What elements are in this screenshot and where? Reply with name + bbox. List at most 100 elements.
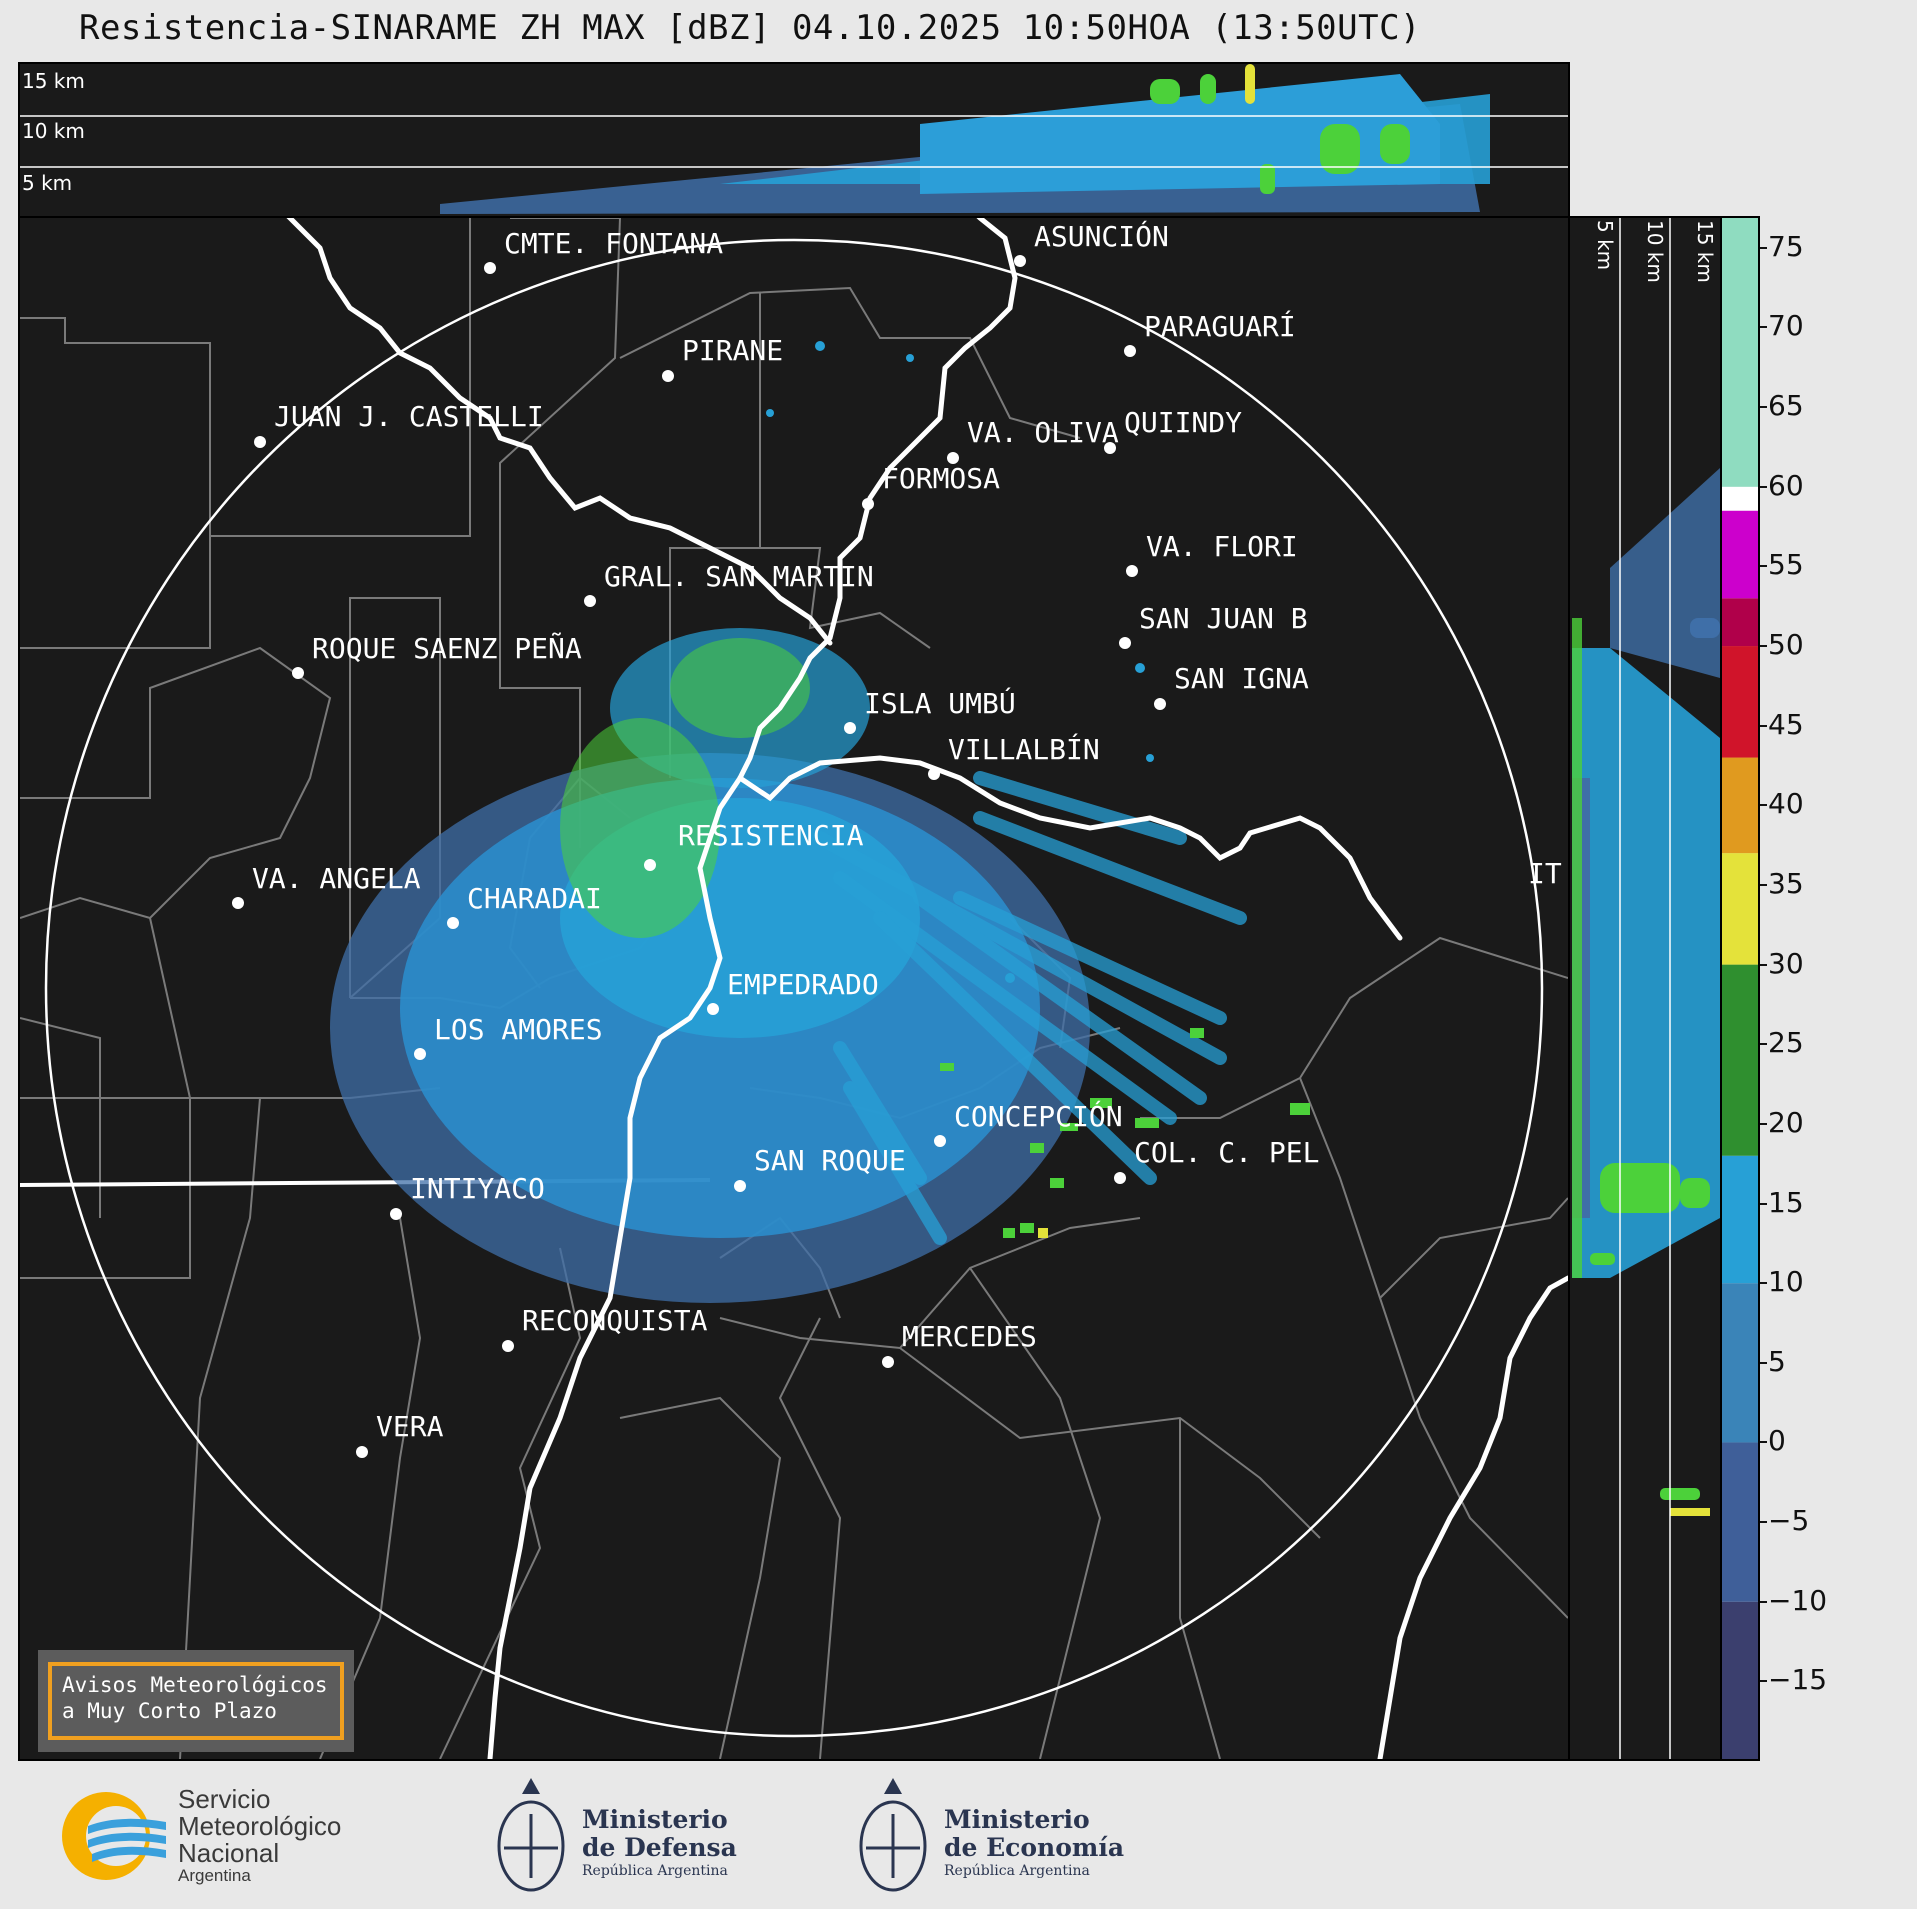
side-height-label-15: 15 km bbox=[1693, 220, 1717, 283]
city-pirane: PIRANE bbox=[662, 334, 783, 382]
colorbar-tick-mark bbox=[1760, 1122, 1767, 1125]
smn-text-4: Argentina bbox=[178, 1866, 251, 1885]
side-height-label-10: 10 km bbox=[1643, 220, 1667, 283]
smn-text-3: Nacional bbox=[178, 1838, 280, 1868]
colorbar-tick-mark bbox=[1760, 1361, 1767, 1364]
city-los-amores: LOS AMORES bbox=[414, 1013, 603, 1060]
colorbar-tick-mark bbox=[1760, 883, 1767, 886]
svg-text:SAN JUAN B: SAN JUAN B bbox=[1139, 602, 1308, 635]
colorbar-tick-label: −15 bbox=[1768, 1663, 1828, 1697]
svg-text:GRAL. SAN MARTIN: GRAL. SAN MARTIN bbox=[604, 560, 874, 593]
svg-text:ASUNCIÓN: ASUNCIÓN bbox=[1034, 219, 1169, 253]
notice-line-1: Avisos Meteorológicos bbox=[62, 1673, 328, 1697]
city-san-roque: SAN ROQUE bbox=[734, 1144, 906, 1192]
svg-text:VA. ANGELA: VA. ANGELA bbox=[252, 862, 421, 895]
economia-text-2: de Economía bbox=[944, 1833, 1125, 1862]
page-title: Resistencia-SINARAME ZH MAX [dBZ] 04.10.… bbox=[78, 8, 1422, 48]
colorbar bbox=[1720, 216, 1760, 1761]
city-san-juan-b: SAN JUAN B bbox=[1119, 602, 1308, 649]
defensa-text-3: República Argentina bbox=[582, 1863, 728, 1879]
svg-text:JUAN J. CASTELLI: JUAN J. CASTELLI bbox=[274, 400, 544, 433]
colorbar-tick-mark bbox=[1760, 1441, 1767, 1444]
colorbar-tick-mark bbox=[1760, 1282, 1767, 1285]
colorbar-tick-label: 45 bbox=[1768, 707, 1804, 741]
city-cmte-fontana: CMTE. FONTANA bbox=[484, 227, 723, 274]
svg-text:COL. C. PEL: COL. C. PEL bbox=[1134, 1136, 1319, 1169]
colorbar-band-1 bbox=[1720, 1442, 1760, 1602]
city-juan-j-castelli: JUAN J. CASTELLI bbox=[254, 400, 544, 448]
coat-of-arms-icon bbox=[859, 1778, 927, 1892]
colorbar-band-8 bbox=[1720, 598, 1760, 647]
top-echoes bbox=[440, 64, 1490, 214]
city-va-florida: VA. FLORI bbox=[1126, 530, 1298, 577]
city-empedrado: EMPEDRADO bbox=[707, 968, 879, 1015]
city-paraguari: PARAGUARÍ bbox=[1124, 309, 1296, 357]
colorbar-tick-mark bbox=[1760, 326, 1767, 329]
colorbar-band-3 bbox=[1720, 1155, 1760, 1284]
side-echoes bbox=[1572, 468, 1720, 1516]
colorbar-tick-mark bbox=[1760, 1680, 1767, 1683]
colorbar-tick-label: 40 bbox=[1768, 787, 1804, 821]
top-height-label-15: 15 km bbox=[22, 69, 85, 93]
defensa-text-2: de Defensa bbox=[582, 1833, 737, 1862]
side-height-profile: 5 km 10 km 15 km bbox=[1568, 216, 1722, 1761]
svg-text:INTIYACO: INTIYACO bbox=[410, 1172, 545, 1205]
colorbar-tick-label: 30 bbox=[1768, 946, 1804, 980]
city-vera: VERA bbox=[356, 1410, 444, 1458]
economia-text-3: República Argentina bbox=[944, 1863, 1090, 1879]
city-san-ignacio: SAN IGNA bbox=[1154, 662, 1309, 710]
colorbar-band-9 bbox=[1720, 510, 1760, 599]
svg-text:ROQUE SAENZ PEÑA: ROQUE SAENZ PEÑA bbox=[312, 631, 582, 665]
colorbar-tick-label: 10 bbox=[1768, 1265, 1804, 1299]
colorbar-tick-label: 0 bbox=[1768, 1424, 1786, 1458]
smn-text-2: Meteorológico bbox=[178, 1811, 342, 1841]
city-ituzaingo: IT bbox=[1528, 857, 1562, 890]
colorbar-band-11 bbox=[1720, 216, 1760, 487]
city-markers: CMTE. FONTANA ASUNCIÓN PIRANE PARAGUARÍ … bbox=[232, 219, 1562, 1458]
colorbar-tick-label: 5 bbox=[1768, 1344, 1786, 1378]
city-mercedes: MERCEDES bbox=[882, 1320, 1037, 1368]
svg-text:VILLALBÍN: VILLALBÍN bbox=[948, 732, 1100, 766]
city-reconquista: RECONQUISTA bbox=[502, 1304, 708, 1352]
rivers bbox=[286, 218, 1568, 1759]
city-intiyaco: INTIYACO bbox=[390, 1172, 545, 1220]
colorbar-tick-label: 35 bbox=[1768, 866, 1804, 900]
svg-text:SAN ROQUE: SAN ROQUE bbox=[754, 1144, 906, 1177]
smn-sun-icon bbox=[62, 1792, 166, 1880]
colorbar-tick-mark bbox=[1760, 963, 1767, 966]
smn-text-1: Servicio bbox=[178, 1784, 271, 1814]
svg-text:MERCEDES: MERCEDES bbox=[902, 1320, 1037, 1353]
colorbar-tick-label: 55 bbox=[1768, 548, 1804, 582]
svg-text:EMPEDRADO: EMPEDRADO bbox=[727, 968, 879, 1001]
city-gral-san-martin: GRAL. SAN MARTIN bbox=[584, 560, 874, 607]
svg-text:RESISTENCIA: RESISTENCIA bbox=[678, 819, 864, 852]
colorbar-tick-mark bbox=[1760, 485, 1767, 488]
coat-of-arms-icon bbox=[497, 1778, 565, 1892]
svg-text:CMTE. FONTANA: CMTE. FONTANA bbox=[504, 227, 723, 260]
colorbar-band-6 bbox=[1720, 757, 1760, 854]
city-col-c-pellegrini: COL. C. PEL bbox=[1114, 1136, 1319, 1184]
economia-text-1: Ministerio bbox=[944, 1805, 1090, 1834]
svg-text:ISLA UMBÚ: ISLA UMBÚ bbox=[864, 686, 1016, 720]
colorbar-tick-label: 75 bbox=[1768, 229, 1804, 263]
logo-ministerio-economia: Ministerio de Economía República Argenti… bbox=[856, 1774, 1136, 1900]
colorbar-tick-label: 20 bbox=[1768, 1105, 1804, 1139]
colorbar-tick-mark bbox=[1760, 724, 1767, 727]
top-height-label-5: 5 km bbox=[22, 171, 72, 195]
colorbar-tick-mark bbox=[1760, 1043, 1767, 1046]
logo-smn: Servicio Meteorológico Nacional Argentin… bbox=[58, 1786, 398, 1886]
colorbar-tick-mark bbox=[1760, 246, 1767, 249]
city-formosa: FORMOSA bbox=[862, 462, 1000, 510]
radar-echoes bbox=[330, 341, 1310, 1303]
logo-ministerio-defensa: Ministerio de Defensa República Argentin… bbox=[494, 1774, 754, 1900]
side-height-label-5: 5 km bbox=[1593, 220, 1617, 270]
city-isla-umbu: ISLA UMBÚ bbox=[844, 686, 1016, 734]
city-quiindy: QUIINDY bbox=[1104, 406, 1242, 454]
svg-text:VA. OLIVA: VA. OLIVA bbox=[967, 416, 1119, 449]
notice-line-2: a Muy Corto Plazo bbox=[62, 1699, 277, 1723]
colorbar-band-5 bbox=[1720, 853, 1760, 965]
notice-panel: Avisos Meteorológicos a Muy Corto Plazo bbox=[38, 1650, 354, 1752]
colorbar-tick-label: 70 bbox=[1768, 309, 1804, 343]
city-va-angela: VA. ANGELA bbox=[232, 862, 421, 909]
svg-text:IT: IT bbox=[1528, 857, 1562, 890]
